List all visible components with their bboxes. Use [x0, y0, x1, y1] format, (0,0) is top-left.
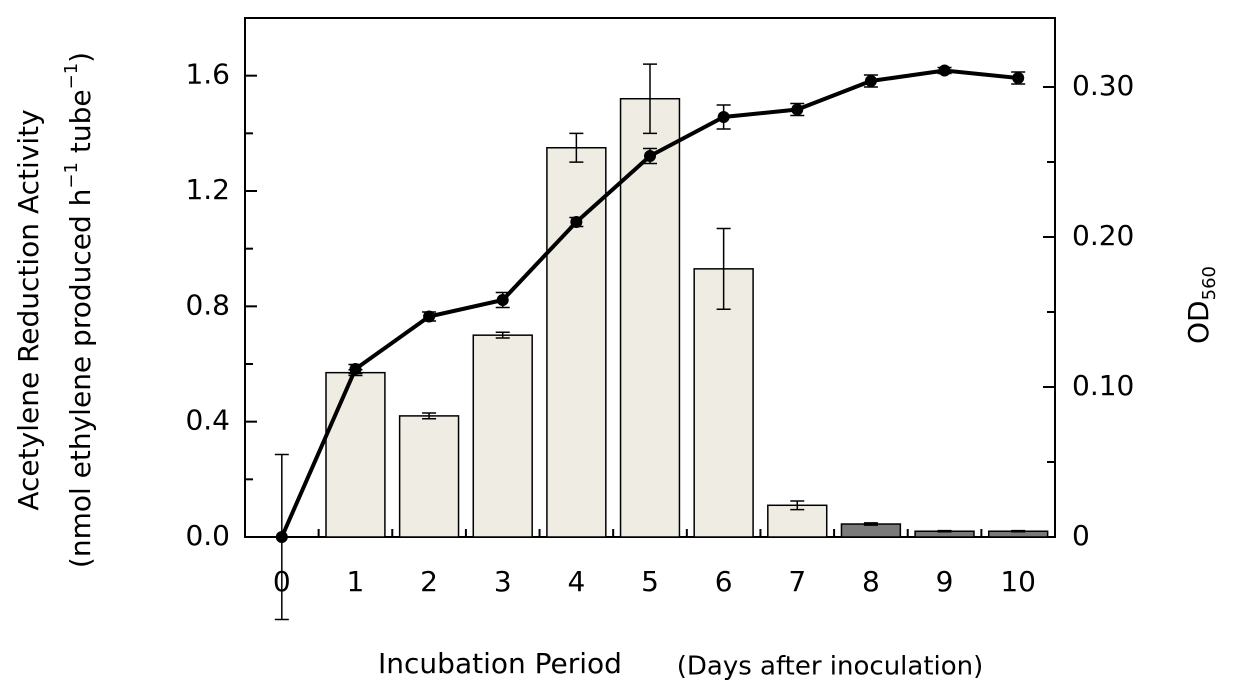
- od-point: [864, 75, 877, 87]
- y2-axis-label: OD560: [1182, 266, 1220, 344]
- od-text: OD: [1182, 300, 1215, 344]
- bar-error: [937, 529, 952, 533]
- y2-tick-label: 0.10: [1072, 369, 1134, 402]
- x-tick-label: 6: [715, 565, 733, 598]
- x-tick-label: 2: [420, 565, 438, 598]
- y-tick-label: 0.4: [185, 404, 230, 437]
- bar-error: [1011, 529, 1026, 533]
- od-point: [1012, 72, 1025, 84]
- bar-error: [569, 132, 584, 163]
- y-tick-label: 1.2: [185, 173, 230, 206]
- y2-tick-label: 0.20: [1072, 219, 1134, 252]
- od-sub: 560: [1199, 266, 1220, 300]
- x-tick-label: 4: [567, 565, 585, 598]
- od-point: [275, 531, 288, 543]
- od-point: [570, 216, 583, 228]
- x-tick-label: 8: [862, 565, 880, 598]
- x-tick-label: 10: [1000, 565, 1036, 598]
- bar-error: [495, 331, 510, 339]
- y-axis-label: Acetylene Reduction Activity: [12, 109, 45, 510]
- bar: [840, 523, 902, 538]
- y-tick-label: 1.6: [185, 58, 230, 91]
- units-part: ): [64, 52, 97, 63]
- bar-error: [716, 227, 731, 310]
- x-axis-note: (Days after inoculation): [677, 652, 984, 682]
- od-point: [496, 294, 509, 306]
- bar: [693, 268, 754, 538]
- bar: [472, 334, 533, 538]
- bar: [398, 415, 460, 538]
- od-point: [644, 150, 656, 162]
- bar-error: [643, 63, 657, 135]
- units-part: (nmol ethylene produced h: [64, 189, 97, 569]
- y2-tick-label: 0.30: [1072, 69, 1134, 102]
- bar: [546, 147, 607, 538]
- bar-error: [790, 500, 805, 511]
- bar: [767, 504, 828, 538]
- x-tick-label: 3: [494, 565, 512, 598]
- y-tick-label: 0.8: [185, 288, 230, 321]
- bar: [325, 371, 386, 538]
- od-point: [791, 103, 804, 116]
- units-part: tube: [64, 89, 97, 162]
- units-sup: −1: [61, 63, 82, 90]
- od-point: [423, 310, 436, 323]
- od-point: [717, 111, 730, 123]
- bar-error: [863, 522, 878, 526]
- x-tick-label: 1: [347, 565, 365, 598]
- y2-tick-label: 0: [1072, 519, 1090, 552]
- bar-error: [422, 412, 437, 420]
- y-axis-units: (nmol ethylene produced h−1 tube−1): [61, 52, 97, 568]
- od-point: [349, 363, 362, 375]
- x-tick-label: 9: [936, 565, 954, 598]
- bar: [619, 97, 681, 538]
- x-tick-label: 5: [641, 565, 659, 598]
- units-sup: −1: [61, 162, 82, 189]
- od-point: [938, 64, 951, 77]
- x-tick-label: 7: [788, 565, 806, 598]
- y-tick-label: 0.0: [185, 519, 230, 552]
- x-axis-label: Incubation Period: [378, 647, 622, 680]
